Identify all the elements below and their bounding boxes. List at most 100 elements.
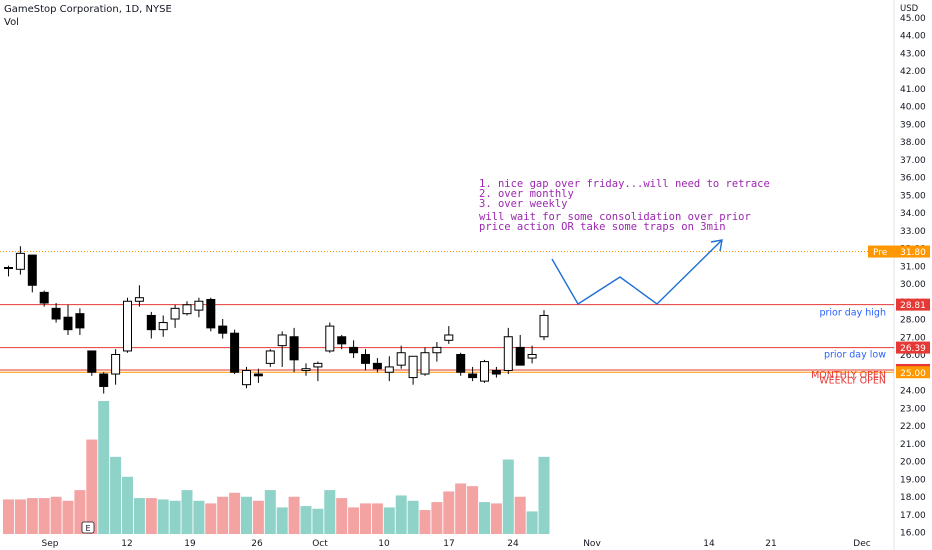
candle <box>218 319 228 339</box>
y-tick-label: 21.00 <box>900 440 926 450</box>
pre-market-badge-bg <box>868 245 930 258</box>
candle <box>123 297 132 353</box>
candle-body-down <box>63 316 73 331</box>
y-tick-label: 30.00 <box>900 280 926 290</box>
pre-market-label: Pre <box>873 248 888 258</box>
y-tick-label: 19.00 <box>900 475 926 485</box>
x-tick-label: 24 <box>507 539 519 549</box>
volume-bar <box>348 507 360 534</box>
projected-path-arrowhead <box>710 239 723 252</box>
y-tick-label: 24.00 <box>900 387 926 397</box>
volume-bar <box>490 503 502 534</box>
volume-bar <box>300 506 312 534</box>
volume-bar <box>3 499 14 534</box>
candle-body-down <box>361 354 370 364</box>
candle-body-up <box>277 334 287 347</box>
candle <box>146 311 156 339</box>
axis-currency-label: USD <box>900 4 919 14</box>
level-label-prior-day-low: prior day low <box>824 350 886 361</box>
volume-bar <box>133 498 145 534</box>
volume-bar <box>276 507 288 534</box>
volume-label: Vol <box>4 17 19 28</box>
price-badge-bg <box>896 366 930 379</box>
y-tick-label: 43.00 <box>900 49 926 59</box>
price-badge-text: 25.00 <box>900 369 926 379</box>
candle-body-up <box>325 325 335 352</box>
earnings-badge <box>81 521 95 534</box>
candle-body-down <box>372 362 382 370</box>
candle <box>27 254 37 293</box>
volume-bar <box>383 507 395 534</box>
price-badge-text: 28.81 <box>900 301 926 311</box>
candle <box>301 363 311 376</box>
candle <box>39 290 49 307</box>
volume-bar <box>360 503 371 534</box>
candle-body-up <box>539 314 549 338</box>
x-tick-label: 19 <box>184 539 196 549</box>
volume-bar <box>98 401 110 534</box>
candle <box>396 345 406 369</box>
y-tick-label: 33.00 <box>900 227 926 237</box>
volume-bar <box>252 500 264 534</box>
volume-bar <box>419 510 431 534</box>
volume-bar <box>455 483 467 534</box>
candle <box>134 285 144 307</box>
y-tick-label: 42.00 <box>900 67 926 77</box>
candle-body-up <box>242 369 251 386</box>
candle <box>265 349 275 367</box>
pre-market-price: 31.80 <box>900 248 926 258</box>
candle-body-down <box>253 373 263 377</box>
candle-body-down <box>468 373 478 379</box>
candle-body-up <box>158 322 168 331</box>
y-tick-label: 45.00 <box>900 14 926 24</box>
candle-body-up <box>123 300 132 352</box>
x-tick-label: 10 <box>378 539 390 549</box>
volume-bar <box>264 490 276 534</box>
candle-body-up <box>134 297 144 302</box>
candle-body-up <box>301 368 311 371</box>
candle-body-down <box>218 325 228 334</box>
volume-bar <box>431 502 443 534</box>
x-tick-label: 26 <box>251 539 263 549</box>
candle-body-up <box>170 307 180 320</box>
candle-body-up <box>384 366 394 373</box>
y-tick-label: 41.00 <box>900 85 926 95</box>
candle-body-down <box>39 291 49 304</box>
annotation-line-3: 3. over weekly <box>479 198 568 210</box>
earnings-marker: E <box>81 521 95 534</box>
candle-body-up <box>194 300 204 311</box>
volume-bar <box>407 500 419 534</box>
candle-body-up <box>111 354 121 375</box>
candle <box>313 361 323 382</box>
volume-bar <box>312 508 324 534</box>
y-tick-label: 17.00 <box>900 511 926 521</box>
x-tick-label: Oct <box>312 539 328 549</box>
candle-body-down <box>99 373 109 387</box>
annotation-line-6: price action OR take some traps on 3min <box>479 221 726 233</box>
volume-bar <box>479 502 490 534</box>
volume-bar <box>86 439 98 534</box>
candle <box>194 297 204 318</box>
candle <box>242 366 251 389</box>
candle-body-down <box>206 298 216 329</box>
candle <box>170 304 180 328</box>
candle <box>527 345 537 364</box>
candle-body-down <box>146 314 156 331</box>
candle <box>253 368 263 383</box>
y-tick-label: 40.00 <box>900 103 926 113</box>
candle <box>539 310 549 341</box>
candle <box>384 356 394 382</box>
volume-bar <box>62 500 74 534</box>
y-tick-label: 34.00 <box>900 209 926 219</box>
x-tick-label: 14 <box>703 539 715 549</box>
x-tick-label: 12 <box>121 539 132 549</box>
volume-bar <box>205 503 217 534</box>
volume-bar <box>538 456 550 534</box>
candle <box>63 304 73 335</box>
x-tick-label: Sep <box>42 539 59 549</box>
candle-body-up <box>444 334 454 341</box>
candle <box>289 327 299 373</box>
candle-body-down <box>230 332 240 373</box>
candle <box>206 297 216 332</box>
candle <box>408 355 418 385</box>
